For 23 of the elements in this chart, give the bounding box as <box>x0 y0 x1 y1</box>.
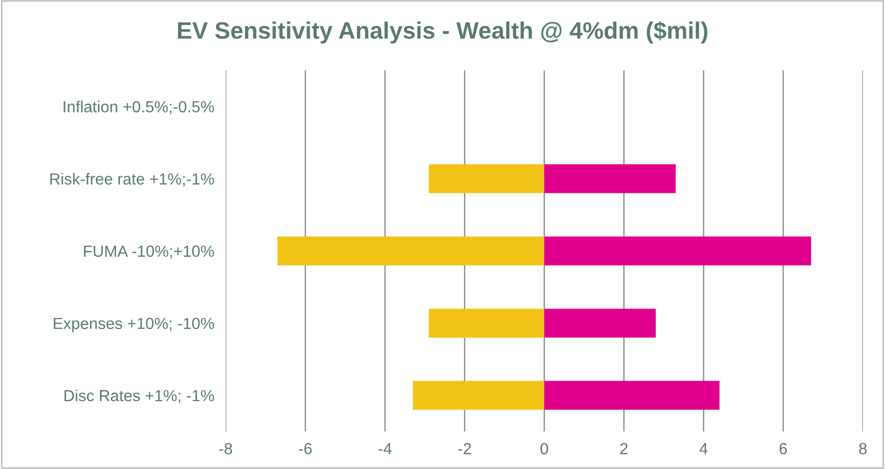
x-tick-label: -8 <box>219 443 232 454</box>
bar <box>544 308 656 338</box>
x-tick-label: -4 <box>378 443 392 454</box>
x-tick-label: 0 <box>540 443 548 454</box>
x-tick-label: 6 <box>780 443 787 454</box>
y-tick-label: Expenses +10%; -10% <box>54 318 214 332</box>
y-tick-label: Inflation +0.5%;-0.5% <box>64 100 214 114</box>
y-tick-label: Risk-free rate +1%;-1% <box>50 172 214 187</box>
bar <box>544 236 812 266</box>
x-tick-label: -6 <box>298 443 312 454</box>
x-tick-label: 8 <box>859 443 867 454</box>
x-tick-label: 4 <box>700 443 708 454</box>
y-tick-label: FUMA -10%;+10% <box>84 246 214 259</box>
x-tick-label: 2 <box>620 443 628 454</box>
bar <box>428 308 544 338</box>
bar <box>544 164 676 194</box>
bar <box>277 236 544 266</box>
bar <box>428 164 544 194</box>
y-tick-label: Disc Rates +1%; -1% <box>64 390 214 404</box>
x-tick-label: -2 <box>458 443 471 454</box>
chart-title: EV Sensitivity Analysis - Wealth @ 4%dm ($mil) <box>178 21 708 44</box>
bar <box>412 380 544 410</box>
bar <box>544 380 720 410</box>
